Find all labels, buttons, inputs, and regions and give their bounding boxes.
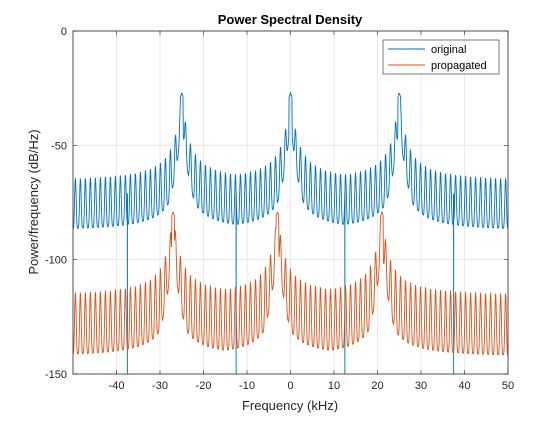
legend: original propagated [382, 39, 500, 75]
x-tick-label: -40 [109, 380, 125, 392]
grid-lines [73, 31, 508, 374]
x-tick-label: -20 [196, 380, 212, 392]
y-axis-label: Power/frequency (dB/Hz) [26, 129, 41, 274]
y-tick-label: -50 [51, 140, 67, 152]
series-line-original [72, 91, 509, 375]
y-tick-label: -150 [45, 369, 67, 381]
x-tick-label: 40 [458, 380, 470, 392]
x-tick-label: 50 [502, 380, 514, 392]
series-line-propagated [72, 211, 509, 356]
x-tick-label: 30 [415, 380, 427, 392]
x-tick-label: 20 [371, 380, 383, 392]
x-axis-label: Frequency (kHz) [242, 398, 338, 413]
legend-label-original: original [431, 44, 466, 56]
y-tick-label: 0 [61, 26, 67, 38]
legend-label-propagated: propagated [431, 60, 487, 72]
axis-ticks: -40 -30 -20 -10 0 10 20 30 40 500-50-100-150 [45, 26, 514, 392]
x-tick-label: -10 [239, 380, 255, 392]
chart-title: Power Spectral Density [218, 12, 363, 27]
series-layer [72, 91, 509, 375]
x-tick-label: 10 [328, 380, 340, 392]
x-tick-label: -30 [152, 380, 168, 392]
y-tick-label: -100 [45, 255, 67, 267]
x-tick-label: 0 [287, 380, 293, 392]
legend-box [382, 39, 500, 75]
